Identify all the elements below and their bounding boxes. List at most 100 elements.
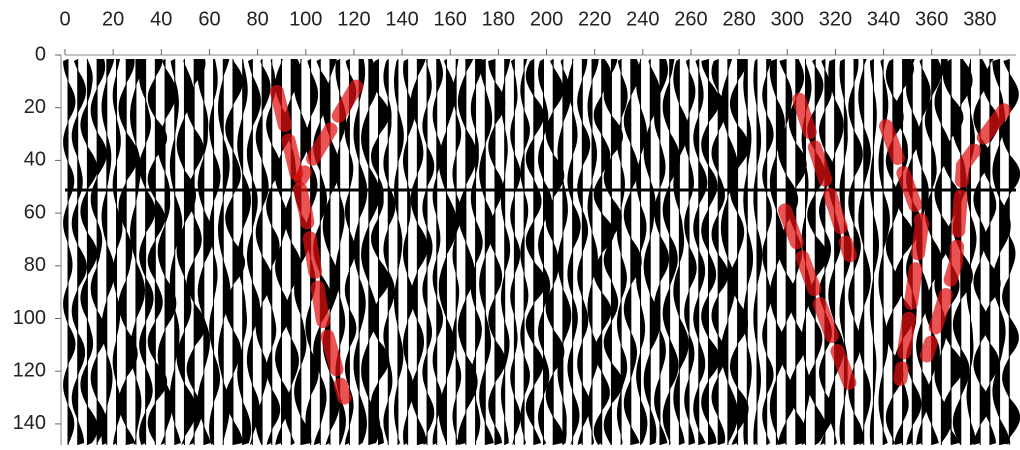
trace bbox=[1002, 59, 1020, 445]
trace bbox=[371, 59, 390, 445]
trace bbox=[801, 59, 812, 445]
annotation-line bbox=[792, 92, 857, 263]
trace bbox=[422, 59, 435, 445]
x-tick-label: 380 bbox=[963, 8, 996, 30]
trace bbox=[410, 59, 428, 445]
trace bbox=[557, 59, 572, 445]
trace bbox=[457, 59, 478, 445]
trace bbox=[186, 59, 206, 445]
trace bbox=[525, 59, 547, 445]
trace bbox=[567, 59, 581, 445]
trace bbox=[266, 59, 281, 445]
trace bbox=[63, 59, 76, 445]
trace bbox=[623, 59, 642, 445]
trace bbox=[500, 59, 511, 445]
y-tick-label: 120 bbox=[13, 359, 46, 381]
trace bbox=[643, 59, 661, 445]
trace bbox=[966, 59, 977, 445]
trace bbox=[80, 59, 98, 445]
trace bbox=[654, 59, 670, 445]
trace bbox=[169, 59, 183, 445]
trace bbox=[819, 59, 835, 445]
trace bbox=[743, 59, 753, 445]
trace bbox=[545, 59, 565, 445]
trace bbox=[538, 59, 552, 445]
trace bbox=[218, 59, 231, 445]
seismic-traces bbox=[63, 59, 1020, 445]
x-tick-label: 320 bbox=[819, 8, 852, 30]
trace bbox=[753, 59, 763, 445]
trace bbox=[225, 59, 245, 445]
trace bbox=[869, 59, 879, 445]
trace bbox=[916, 59, 931, 445]
y-tick-label: 80 bbox=[24, 254, 46, 276]
trace bbox=[438, 59, 458, 445]
trace bbox=[520, 59, 530, 445]
trace bbox=[432, 59, 443, 445]
trace bbox=[577, 59, 591, 445]
trace bbox=[147, 59, 168, 445]
y-tick-label: 100 bbox=[13, 307, 46, 329]
trace bbox=[488, 59, 506, 445]
annotation-line bbox=[879, 119, 930, 387]
trace bbox=[693, 59, 708, 445]
trace bbox=[353, 59, 368, 445]
trace bbox=[982, 59, 1001, 445]
trace bbox=[246, 59, 261, 445]
trace bbox=[603, 59, 624, 445]
trace bbox=[593, 59, 615, 445]
trace bbox=[684, 59, 697, 445]
x-tick-label: 140 bbox=[385, 8, 418, 30]
trace bbox=[470, 59, 483, 445]
trace bbox=[361, 59, 381, 445]
x-tick-label: 20 bbox=[102, 8, 124, 30]
annotation-line bbox=[919, 103, 1011, 363]
trace bbox=[157, 59, 177, 445]
trace bbox=[275, 59, 292, 445]
trace bbox=[636, 59, 648, 445]
x-tick-label: 220 bbox=[578, 8, 611, 30]
trace bbox=[237, 59, 252, 445]
trace bbox=[139, 59, 156, 445]
trace bbox=[112, 59, 123, 445]
x-tick-label: 180 bbox=[482, 8, 515, 30]
trace bbox=[616, 59, 628, 445]
annotation-line bbox=[777, 203, 857, 392]
trace bbox=[71, 59, 87, 445]
trace bbox=[176, 59, 197, 445]
y-tick-label: 20 bbox=[24, 96, 46, 118]
trace bbox=[858, 59, 871, 445]
trace bbox=[394, 59, 404, 445]
x-tick-label: 200 bbox=[530, 8, 563, 30]
trace bbox=[762, 59, 774, 445]
trace bbox=[729, 59, 750, 445]
trace bbox=[284, 59, 302, 445]
trace bbox=[662, 59, 681, 445]
trace bbox=[479, 59, 495, 445]
trace bbox=[255, 59, 272, 445]
trace bbox=[943, 59, 964, 445]
y-tick-label: 40 bbox=[24, 149, 46, 171]
trace bbox=[510, 59, 521, 445]
trace bbox=[952, 59, 973, 445]
x-tick-label: 360 bbox=[915, 8, 948, 30]
x-tick-label: 160 bbox=[434, 8, 467, 30]
x-tick-label: 0 bbox=[59, 8, 70, 30]
trace bbox=[209, 59, 221, 445]
y-tick-label: 140 bbox=[13, 412, 46, 434]
trace bbox=[197, 59, 214, 445]
trace bbox=[90, 59, 107, 445]
trace bbox=[344, 59, 357, 445]
annotation-line bbox=[293, 79, 364, 186]
x-tick-label: 240 bbox=[626, 8, 659, 30]
y-tick-label: 0 bbox=[35, 43, 46, 65]
trace bbox=[403, 59, 415, 445]
trace bbox=[807, 59, 828, 445]
x-tick-label: 340 bbox=[867, 8, 900, 30]
trace bbox=[452, 59, 462, 445]
trace bbox=[924, 59, 942, 445]
trace bbox=[130, 59, 145, 445]
trace bbox=[992, 59, 1011, 445]
y-tick-label: 60 bbox=[24, 201, 46, 223]
